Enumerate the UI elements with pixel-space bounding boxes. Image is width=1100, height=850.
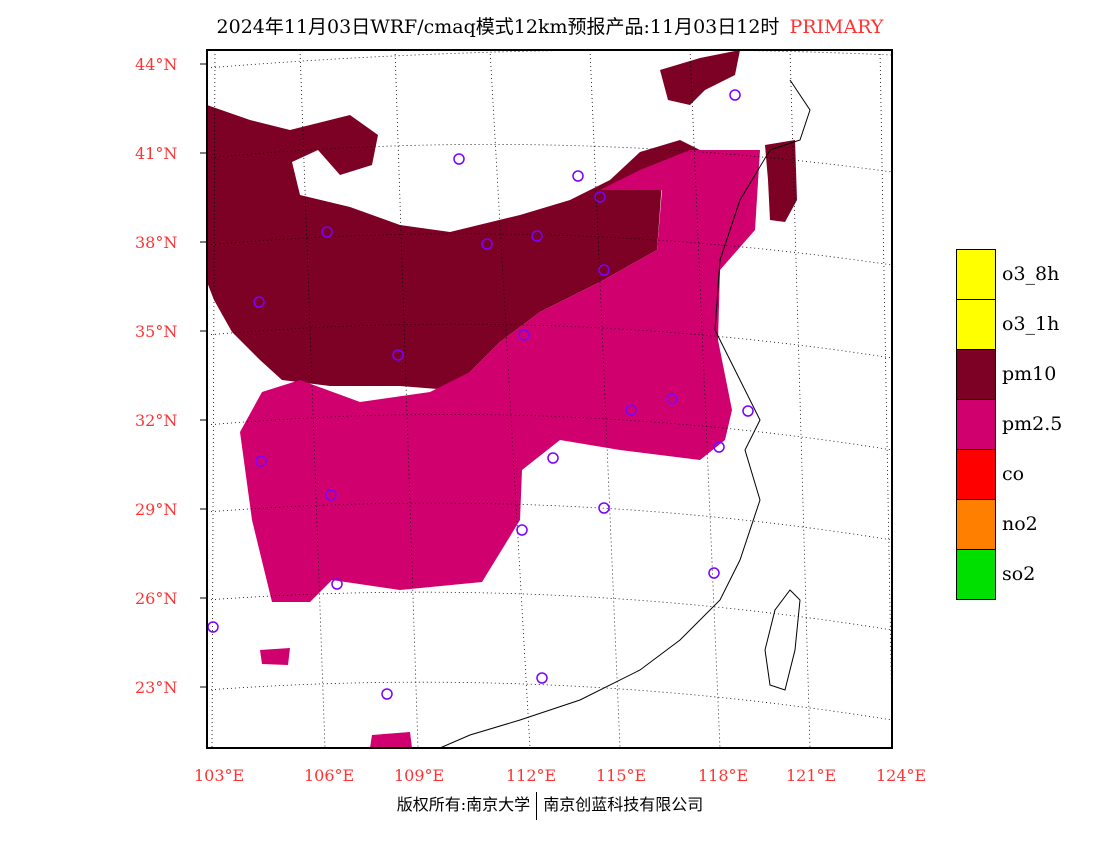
lat-label: 26°N xyxy=(135,589,178,608)
legend-item: pm10 xyxy=(956,349,1062,399)
footer-left: 版权所有:南京大学 xyxy=(396,795,531,814)
lat-label: 44°N xyxy=(135,55,178,74)
map-frame xyxy=(206,49,893,749)
legend-item: o3_8h xyxy=(956,249,1062,299)
lat-label: 41°N xyxy=(135,144,178,163)
legend-swatch xyxy=(956,449,996,499)
lon-label: 121°E xyxy=(786,766,837,785)
legend: o3_8h o3_1h pm10 pm2.5 co no2 so2 xyxy=(956,249,1062,600)
city-markers xyxy=(207,89,754,700)
footer-separator xyxy=(536,791,538,820)
copyright-footer: 版权所有:南京大学 南京创蓝科技有限公司 xyxy=(0,791,1100,820)
lat-label: 29°N xyxy=(135,500,178,519)
footer-right: 南京创蓝科技有限公司 xyxy=(543,795,704,814)
legend-swatch xyxy=(956,349,996,399)
legend-label: pm2.5 xyxy=(1002,413,1063,435)
lon-label: 109°E xyxy=(394,766,445,785)
legend-label: o3_8h xyxy=(1002,263,1060,285)
lat-label: 35°N xyxy=(135,322,178,341)
primary-label: PRIMARY xyxy=(789,16,884,38)
lon-label: 115°E xyxy=(596,766,647,785)
taiwan-outline xyxy=(764,589,801,691)
legend-item: co xyxy=(956,449,1062,499)
lat-label: 38°N xyxy=(135,233,178,252)
pm25-region-southwest xyxy=(260,648,290,665)
lon-label: 124°E xyxy=(876,766,927,785)
title-text: 2024年11月03日WRF/cmaq模式12km预报产品:11月03日12时 xyxy=(216,16,780,38)
pm10-region xyxy=(207,105,700,390)
map-title: 2024年11月03日WRF/cmaq模式12km预报产品:11月03日12时 P… xyxy=(0,12,1100,39)
graticule xyxy=(207,50,892,748)
legend-swatch xyxy=(956,399,996,449)
legend-swatch xyxy=(956,249,996,299)
legend-label: so2 xyxy=(1002,563,1036,585)
lat-label: 23°N xyxy=(135,678,178,697)
legend-label: no2 xyxy=(1002,513,1038,535)
lon-label: 103°E xyxy=(194,766,245,785)
legend-swatch xyxy=(956,299,996,349)
pm25-region-south xyxy=(370,732,412,748)
pm10-region-north xyxy=(660,50,740,105)
legend-item: pm2.5 xyxy=(956,399,1062,449)
legend-swatch xyxy=(956,548,996,600)
legend-label: o3_1h xyxy=(1002,313,1060,335)
lat-label: 32°N xyxy=(135,411,178,430)
pm25-region xyxy=(240,150,760,602)
lon-label: 112°E xyxy=(506,766,557,785)
legend-label: pm10 xyxy=(1002,363,1057,385)
legend-label: co xyxy=(1002,463,1025,485)
coastline xyxy=(439,79,811,748)
lon-label: 106°E xyxy=(304,766,355,785)
legend-item: so2 xyxy=(956,548,1062,600)
axis-ticks xyxy=(200,63,207,688)
lon-label: 118°E xyxy=(698,766,749,785)
legend-swatch xyxy=(956,499,996,549)
pm10-region-northeast xyxy=(765,140,797,222)
legend-item: o3_1h xyxy=(956,299,1062,349)
legend-item: no2 xyxy=(956,499,1062,549)
